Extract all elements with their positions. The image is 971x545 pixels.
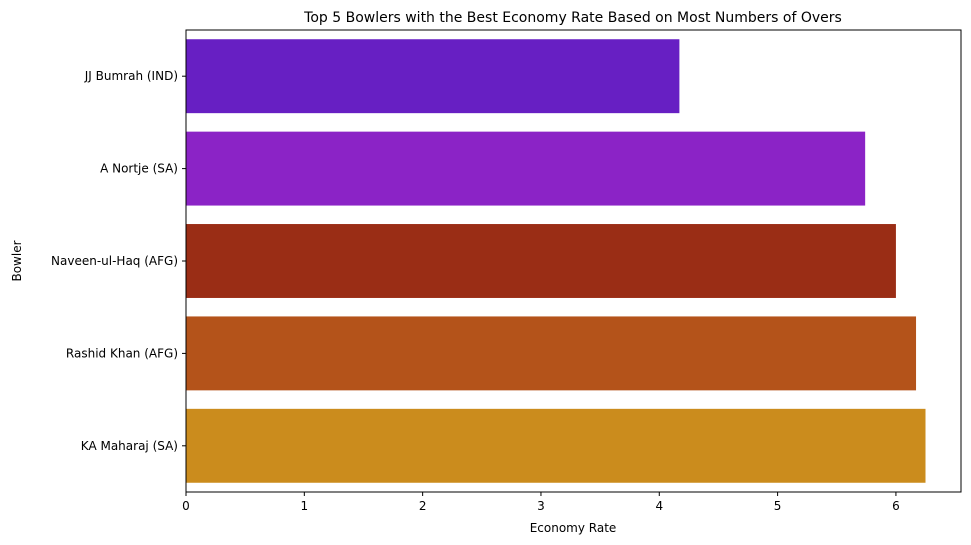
y-tick-label: A Nortje (SA): [100, 162, 178, 176]
bar: [186, 316, 917, 391]
bar: [186, 131, 866, 206]
x-axis-label: Economy Rate: [530, 521, 617, 535]
x-tick-label: 6: [892, 499, 900, 513]
y-axis-ticks: JJ Bumrah (IND) A Nortje (SA) Naveen-ul-Ha…: [51, 69, 186, 453]
y-tick-label: JJ Bumrah (IND): [84, 69, 178, 83]
y-axis-label: Bowler: [10, 240, 24, 281]
x-axis-ticks: 0 1 2 3 4 5 6: [182, 492, 900, 513]
y-tick-label: KA Maharaj (SA): [81, 439, 178, 453]
bar: [186, 408, 926, 483]
plot-frame: [185, 29, 962, 493]
x-tick-label: 4: [655, 499, 663, 513]
bar: [186, 224, 896, 298]
x-tick-label: 5: [774, 499, 782, 513]
y-tick-label: Rashid Khan (AFG): [66, 346, 178, 360]
bars-group: [186, 39, 926, 483]
x-tick-label: 0: [182, 499, 190, 513]
chart-title: Top 5 Bowlers with the Best Economy Rate…: [303, 10, 842, 26]
y-tick-label: Naveen-ul-Haq (AFG): [51, 254, 178, 268]
bar: [186, 39, 680, 114]
x-tick-label: 3: [537, 499, 545, 513]
x-tick-label: 1: [301, 499, 309, 513]
x-tick-label: 2: [419, 499, 427, 513]
